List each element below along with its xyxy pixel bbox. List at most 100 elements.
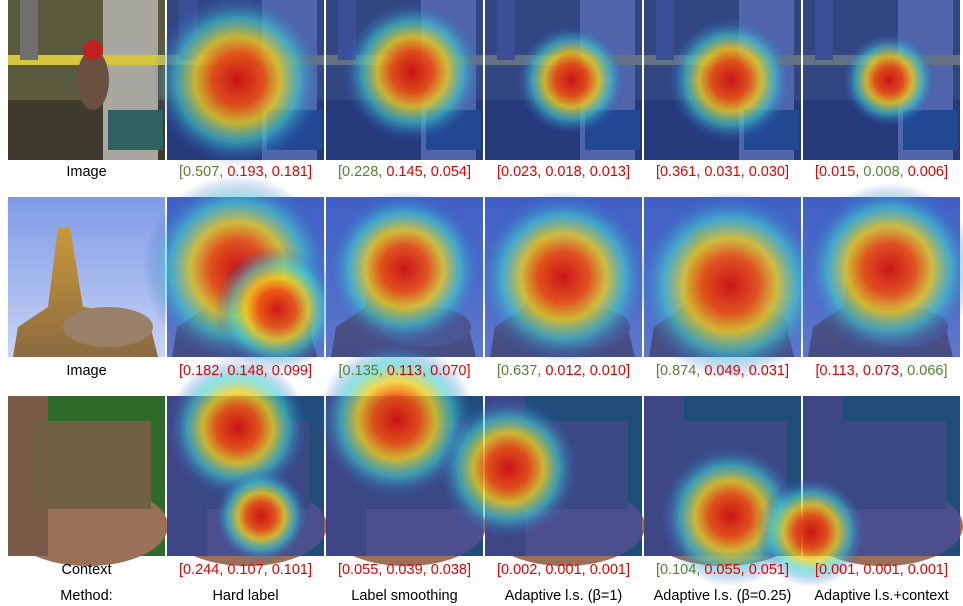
probability-caption: [0.637, 0.012, 0.010]	[484, 362, 643, 380]
caption-part: ]	[466, 363, 471, 379]
caption-part: ,	[581, 363, 590, 379]
caption-part: 0.038	[430, 562, 467, 578]
caption-part: 0.637	[500, 363, 538, 379]
elephant	[63, 307, 153, 347]
heat-blob	[214, 468, 309, 564]
heatmap	[803, 182, 963, 357]
caption-part: 0.039	[386, 562, 423, 578]
caption-part: [	[655, 363, 660, 379]
caption-part: 0.018	[545, 164, 582, 180]
caption-part: ,	[422, 164, 431, 180]
heat-blob	[437, 397, 580, 539]
caption-part: ,	[537, 164, 546, 180]
heatmap	[803, 0, 960, 160]
caption-part: [	[814, 562, 819, 578]
caption-part: 0.874	[659, 363, 697, 379]
heatmap	[326, 0, 483, 160]
caption-part: 0.054	[430, 164, 467, 180]
caption-part: ]	[785, 562, 790, 578]
caption-part: ,	[537, 363, 546, 379]
caption-part: ]	[944, 164, 949, 180]
caption-part: ]	[308, 363, 313, 379]
caption-part: 0.010	[589, 363, 626, 379]
method-label: Method:	[60, 588, 113, 604]
caption-part: 0.008	[863, 164, 900, 180]
caption-part: [	[815, 363, 820, 379]
caption-part: [	[496, 363, 501, 379]
caption-part: ,	[740, 164, 749, 180]
caption-part: 0.015	[818, 164, 856, 180]
caption-part: ,	[696, 562, 705, 578]
probability-caption: [0.104, 0.055, 0.051]	[643, 561, 802, 579]
row-label: Image	[66, 164, 107, 180]
heat-blob	[341, 1, 483, 143]
caption-part: 0.361	[659, 164, 697, 180]
caption-part: ,	[378, 363, 387, 379]
caption-part: 0.066	[907, 363, 944, 379]
caption-part: ,	[378, 562, 387, 578]
caption-part: 0.145	[386, 164, 423, 180]
caption-part: 0.030	[748, 164, 785, 180]
heat-blob	[667, 17, 794, 143]
heat-blob	[803, 182, 963, 356]
caption-part: ]	[626, 164, 631, 180]
caption-part: 0.006	[907, 164, 944, 180]
heatmap	[755, 396, 963, 587]
caption-part: 0.113	[819, 363, 855, 379]
photo	[8, 0, 165, 160]
caption-part: ,	[696, 363, 705, 379]
bird-head	[83, 40, 103, 60]
caption-part: 0.012	[545, 363, 582, 379]
heatmap	[326, 190, 483, 357]
caption-part: 0.101	[271, 562, 308, 578]
probability-caption: [0.002, 0.001, 0.001]	[484, 561, 643, 579]
caption-part: 0.228	[341, 164, 379, 180]
heat-blob	[167, 357, 309, 499]
caption-part: 0.055	[341, 562, 379, 578]
heatmap	[143, 174, 340, 372]
caption-part: [	[655, 562, 660, 578]
caption-part: ,	[740, 363, 749, 379]
method-name: Adaptive l.s.+context	[814, 588, 949, 604]
caption-part: [	[655, 164, 660, 180]
caption-part: 0.001	[818, 562, 856, 578]
caption-part: ,	[263, 164, 272, 180]
method-name: Hard label	[212, 588, 279, 604]
heatmap	[437, 396, 645, 566]
heat-blob	[151, 0, 324, 167]
caption-part: 0.099	[271, 363, 308, 379]
caption-part: 0.001	[545, 562, 582, 578]
method-name: Adaptive l.s. (β=1)	[504, 588, 623, 604]
caption-part: 0.002	[500, 562, 538, 578]
caption-part: [	[338, 363, 343, 379]
heat-blob	[477, 190, 650, 364]
probability-caption: [0.507, 0.193, 0.181]	[166, 163, 325, 181]
caption-part: 0.013	[589, 164, 626, 180]
heatmap	[151, 0, 324, 167]
caption-part: 0.107	[227, 562, 264, 578]
caption-part: 0.070	[430, 363, 467, 379]
caption-part: ,	[899, 562, 908, 578]
heat-blob	[636, 190, 825, 380]
caption-part: 0.182	[182, 363, 220, 379]
heat-blob	[318, 341, 476, 499]
caption-part: ,	[740, 562, 749, 578]
caption-part: ,	[263, 363, 272, 379]
caption-part: 0.148	[227, 363, 264, 379]
probability-caption: [0.135, 0.113, 0.070]	[325, 362, 484, 380]
heat-blob	[326, 190, 483, 348]
caption-part: 0.113	[386, 363, 423, 379]
caption-part: 0.031	[748, 363, 785, 379]
caption-part: 0.055	[704, 562, 741, 578]
caption-part: 0.193	[227, 164, 264, 180]
heat-blob	[842, 32, 937, 128]
probability-caption: [0.001, 0.001, 0.001]	[802, 561, 961, 579]
heatmap	[485, 0, 642, 160]
caption-part: ]	[785, 164, 790, 180]
caption-part: [	[496, 164, 501, 180]
tube	[20, 0, 38, 60]
row-label: Image	[66, 363, 107, 379]
caption-part: 0.181	[271, 164, 308, 180]
heatmap	[477, 190, 650, 364]
